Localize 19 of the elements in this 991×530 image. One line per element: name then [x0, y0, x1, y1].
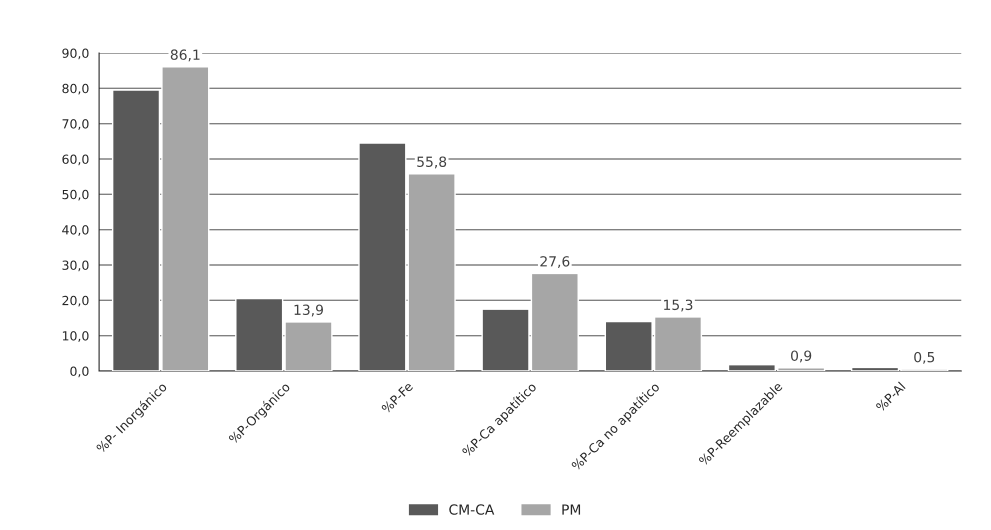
data-label: 0,5 [914, 352, 934, 364]
y-tick-label: 30,0 [62, 260, 89, 272]
y-tick-label: 40,0 [62, 225, 89, 236]
y-tick-label: 10,0 [62, 331, 89, 342]
data-label: 55,8 [417, 156, 446, 168]
y-tick-label: 80,0 [62, 84, 89, 95]
data-label: 86,1 [170, 49, 200, 62]
y-tick-label: 90,0 [62, 48, 89, 60]
data-label: 27,6 [540, 256, 570, 268]
y-tick-label: 70,0 [62, 119, 89, 130]
y-tick-label: 20,0 [62, 296, 89, 307]
data-label: 0,9 [791, 350, 812, 362]
y-tick-label: 60,0 [62, 154, 89, 166]
legend-label: CM-CA [449, 504, 494, 515]
y-tick-label: 50,0 [62, 190, 89, 201]
legend-label: PM [562, 504, 580, 515]
y-tick-label: 0,0 [70, 366, 89, 378]
data-label: 15,3 [664, 300, 692, 312]
data-label: 13,9 [294, 304, 323, 316]
